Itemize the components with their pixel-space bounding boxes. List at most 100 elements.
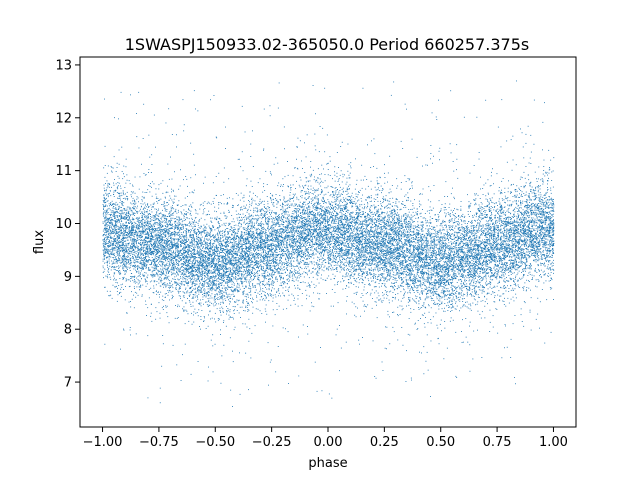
data-point xyxy=(391,229,393,230)
data-point xyxy=(387,274,388,275)
data-point xyxy=(382,268,384,270)
data-point xyxy=(165,209,167,211)
data-point xyxy=(422,267,424,269)
data-point xyxy=(442,288,444,290)
data-point xyxy=(118,194,120,196)
data-point xyxy=(364,268,366,270)
data-point xyxy=(243,267,245,268)
data-point xyxy=(161,226,163,228)
data-point xyxy=(456,287,458,289)
data-point xyxy=(503,252,505,254)
data-point xyxy=(274,256,276,258)
data-point xyxy=(240,279,242,281)
data-point xyxy=(549,218,551,220)
data-point xyxy=(396,255,398,257)
data-point xyxy=(146,228,148,230)
data-point xyxy=(123,245,125,247)
data-point xyxy=(412,266,414,268)
data-point xyxy=(138,147,140,149)
data-point xyxy=(170,156,171,158)
data-point xyxy=(327,257,329,259)
data-point xyxy=(407,292,409,294)
data-point xyxy=(214,276,216,278)
data-point xyxy=(369,238,370,240)
data-point xyxy=(172,296,174,297)
data-point xyxy=(304,212,306,214)
data-point xyxy=(522,202,524,204)
data-point xyxy=(535,189,537,191)
data-point xyxy=(315,231,317,233)
data-point xyxy=(346,204,348,205)
data-point xyxy=(155,284,157,286)
data-point xyxy=(130,263,132,265)
data-point xyxy=(315,248,317,250)
data-point xyxy=(434,229,436,231)
data-point xyxy=(463,236,465,238)
data-point xyxy=(373,226,375,227)
data-point xyxy=(351,264,353,266)
data-point xyxy=(104,227,106,229)
data-point xyxy=(181,272,183,274)
data-point xyxy=(336,211,338,213)
data-point xyxy=(278,225,280,227)
data-point xyxy=(342,238,344,240)
data-point xyxy=(549,231,550,233)
data-point xyxy=(338,227,340,229)
data-point xyxy=(235,241,237,242)
data-point xyxy=(387,181,388,183)
data-point xyxy=(341,251,343,253)
data-point xyxy=(450,250,452,252)
data-point xyxy=(403,246,405,248)
data-point xyxy=(223,234,225,236)
data-point xyxy=(483,270,485,272)
data-point xyxy=(356,263,358,265)
data-point xyxy=(523,250,524,252)
data-point xyxy=(337,247,338,249)
data-point xyxy=(492,255,494,257)
data-point xyxy=(541,239,543,241)
data-point xyxy=(358,214,360,215)
data-point xyxy=(536,246,537,247)
data-point xyxy=(405,266,407,268)
data-point xyxy=(337,196,339,198)
data-point xyxy=(523,240,524,242)
data-point xyxy=(464,280,466,281)
data-point xyxy=(316,231,317,232)
data-point xyxy=(437,239,439,241)
data-point xyxy=(424,298,426,300)
data-point xyxy=(510,229,512,231)
data-point xyxy=(203,224,205,226)
data-point xyxy=(495,256,497,258)
data-point xyxy=(226,306,227,307)
data-point xyxy=(507,280,509,282)
data-point xyxy=(120,245,122,246)
data-point xyxy=(268,229,270,230)
data-point xyxy=(326,187,328,189)
data-point xyxy=(138,242,140,244)
data-point xyxy=(444,245,446,246)
data-point xyxy=(157,223,159,224)
data-point xyxy=(384,257,386,259)
data-point xyxy=(419,257,420,258)
data-point xyxy=(245,234,247,235)
data-point xyxy=(320,208,322,210)
data-point xyxy=(167,265,169,267)
data-point xyxy=(504,195,506,197)
data-point xyxy=(222,301,224,303)
data-point xyxy=(515,239,517,241)
data-point xyxy=(440,223,441,225)
data-point xyxy=(134,231,136,233)
data-point xyxy=(467,240,468,241)
data-point xyxy=(198,291,200,293)
data-point xyxy=(253,231,254,233)
data-point xyxy=(113,215,115,217)
data-point xyxy=(281,260,282,262)
data-point xyxy=(515,275,517,277)
data-point xyxy=(280,254,282,255)
data-point xyxy=(446,246,448,248)
data-point xyxy=(242,281,244,283)
data-point xyxy=(301,251,303,253)
data-point xyxy=(487,283,489,284)
data-point xyxy=(112,262,114,264)
data-point xyxy=(388,237,390,238)
